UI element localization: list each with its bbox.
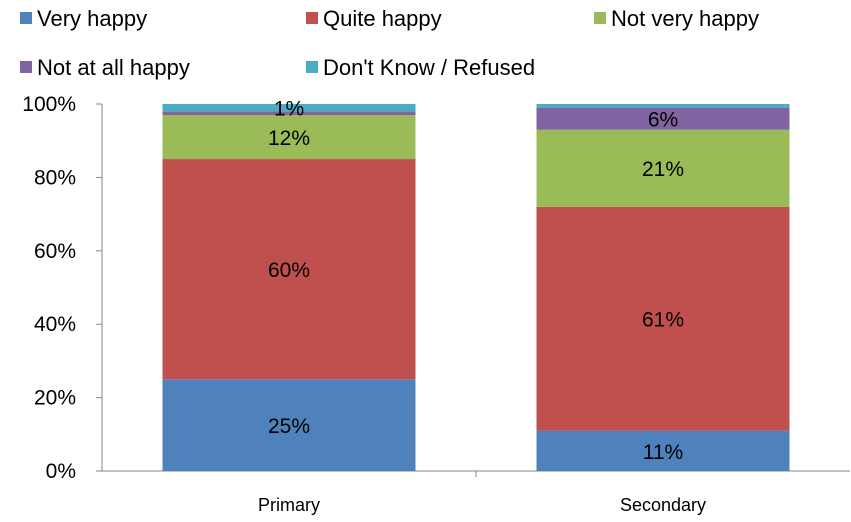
bar-segment-very-happy (162, 379, 416, 471)
legend-label-very-happy: Very happy (37, 6, 147, 31)
y-tick-label: 20% (34, 387, 76, 410)
legend-swatch-don-t-know-refused (306, 61, 318, 73)
bar-segment-not-at-all-happy (536, 107, 790, 130)
y-tick-label: 60% (34, 240, 76, 263)
legend-swatch-very-happy (20, 12, 32, 24)
axes: 0% 20% 40% 60% 80% 100% Primary Secondary (22, 93, 850, 515)
bar-segment-quite-happy (162, 159, 416, 380)
data-label: 60% (268, 259, 310, 282)
bars (162, 104, 790, 471)
bar-segment-very-happy (536, 430, 790, 471)
y-tick-label: 80% (34, 166, 76, 189)
bar-segment-not-at-all-happy (162, 111, 416, 116)
x-category-label: Primary (258, 495, 320, 515)
legend-label-don-t-know-refused: Don't Know / Refused (323, 55, 535, 80)
legend-label-not-very-happy: Not very happy (611, 6, 759, 31)
data-label: 11% (643, 441, 683, 464)
data-label: 61% (642, 309, 684, 332)
data-label: 12% (268, 127, 310, 150)
data-labels: 25% 60% 12% 1% 11% 61% 21% 6% (268, 98, 684, 464)
legend-label-not-at-all-happy: Not at all happy (37, 55, 190, 80)
bar-segment-quite-happy (536, 206, 790, 431)
bar-segment-not-very-happy (162, 115, 416, 160)
y-tick-label: 100% (22, 93, 76, 116)
legend-swatch-quite-happy (306, 12, 318, 24)
y-tick-label: 40% (34, 313, 76, 336)
bar-segment-not-very-happy (536, 129, 790, 207)
y-tick-label: 0% (46, 460, 76, 483)
x-category-label: Secondary (620, 495, 706, 515)
legend-swatch-not-very-happy (594, 12, 606, 24)
data-label: 21% (642, 158, 684, 181)
legend: Very happy Quite happy Not very happy Not a… (20, 6, 759, 80)
data-label: 1% (274, 98, 304, 121)
data-label: 6% (648, 109, 678, 132)
data-label: 25% (268, 415, 310, 438)
bar-segment-don-t-know-refused (162, 104, 416, 112)
bar-segment-don-t-know-refused (536, 104, 790, 108)
legend-swatch-not-at-all-happy (20, 61, 32, 73)
legend-label-quite-happy: Quite happy (323, 6, 442, 31)
